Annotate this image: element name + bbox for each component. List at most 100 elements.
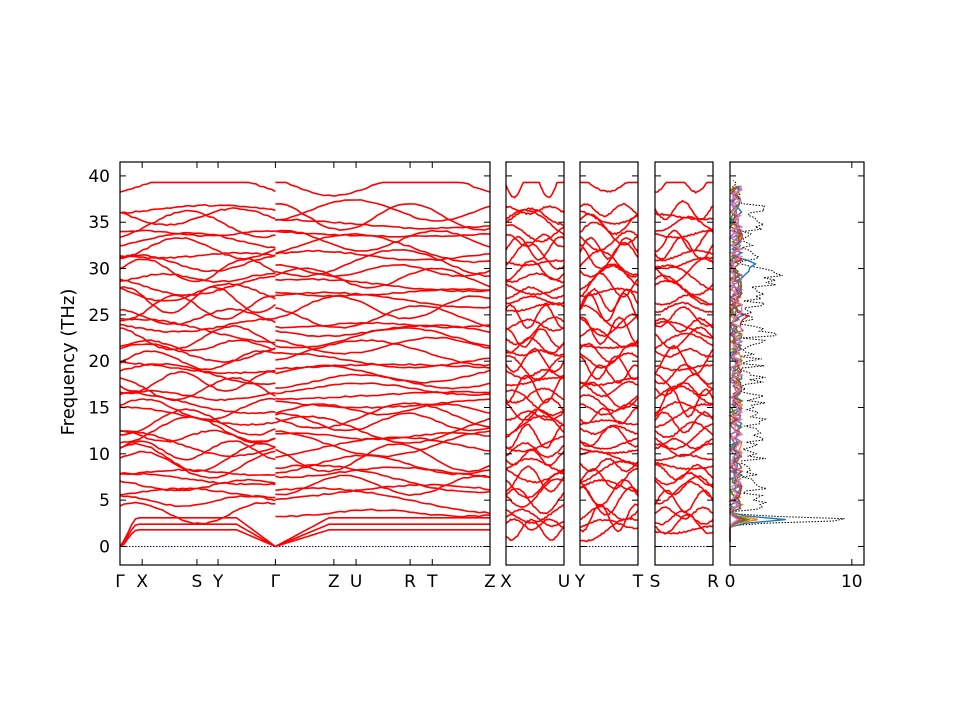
phonon-band-line	[654, 422, 714, 451]
x-tick-label: U	[350, 572, 362, 592]
phonon-band-line	[275, 412, 491, 432]
phonon-band-line	[579, 342, 639, 364]
phonon-band-line	[275, 229, 491, 252]
phonon-band-line	[505, 435, 565, 453]
phonon-band-line	[119, 236, 276, 260]
y-axis-title: Frequency (THz)	[58, 289, 79, 436]
phonon-band-line	[505, 423, 565, 450]
phonon-band-line	[505, 303, 565, 330]
phonon-band-line	[505, 241, 565, 270]
phonon-band-line	[654, 437, 714, 450]
phonon-band-line	[505, 478, 565, 508]
phonon-band-line	[119, 275, 276, 297]
phonon-band-line	[654, 293, 714, 306]
phonon-band-line	[275, 430, 491, 458]
phonon-band-line	[275, 232, 491, 264]
phonon-band-line	[505, 347, 565, 374]
phonon-band-line	[119, 350, 276, 371]
phonon-band-line	[579, 327, 639, 349]
phonon-band-line	[579, 479, 639, 507]
phonon-band-line	[505, 295, 565, 306]
phonon-band-line	[505, 376, 565, 387]
phonon-band-line	[505, 471, 565, 499]
phonon-band-line	[119, 408, 276, 436]
phonon-band-line	[119, 318, 276, 344]
phonon-band-line	[275, 249, 491, 262]
phonon-band-line	[275, 277, 491, 293]
phonon-band-line	[119, 207, 276, 227]
dos-frame	[729, 161, 865, 566]
phonon-band-line	[275, 230, 491, 238]
phonon-band-line	[275, 466, 491, 479]
phonon-band-line	[119, 516, 276, 548]
phonon-band-line	[579, 352, 639, 369]
y-tick-label: 15	[88, 399, 110, 419]
phonon-band-line	[579, 457, 639, 473]
phonon-band-line	[119, 343, 276, 364]
phonon-band-line	[505, 368, 565, 380]
phonon-band-line	[275, 267, 491, 289]
phonon-band-line	[505, 465, 565, 493]
phonon-band-line	[579, 424, 639, 448]
y-tick-label: 25	[88, 306, 110, 326]
phonon-band-line	[275, 528, 490, 548]
phonon-band-line	[654, 228, 714, 239]
phonon-band-line	[579, 450, 638, 465]
dos-panel: 0 10	[725, 161, 865, 592]
phonon-band-line	[275, 199, 491, 222]
phonon-band-line	[275, 398, 491, 409]
phonon-band-line	[119, 478, 276, 492]
phonon-band-line	[275, 363, 491, 370]
phonon-band-line	[579, 264, 639, 291]
total-dos-line	[729, 180, 845, 542]
phonon-band-line	[119, 471, 276, 486]
phonon-band-line	[119, 272, 276, 284]
phonon-band-line	[579, 287, 639, 298]
phonon-band-line	[119, 203, 276, 214]
phonon-band-line	[119, 442, 276, 473]
phonon-band-line	[654, 400, 714, 418]
phonon-band-line	[654, 513, 714, 535]
phonon-band-line	[505, 449, 565, 467]
panel-frame	[579, 161, 639, 566]
x-tick-label: S	[650, 572, 661, 592]
phonon-band-line	[654, 236, 714, 261]
phonon-band-line	[654, 363, 714, 385]
phonon-band-line	[119, 429, 276, 443]
phonon-band-line	[579, 380, 639, 398]
phonon-band-line	[579, 230, 639, 252]
phonon-band-line	[654, 181, 713, 194]
phonon-band-line	[579, 355, 639, 381]
phonon-band-line	[505, 397, 565, 421]
phonon-band-line	[579, 407, 639, 425]
phonon-band-line	[275, 463, 491, 494]
phonon-band-line	[119, 209, 276, 239]
phonon-band-line	[654, 229, 714, 253]
y-tick-label: 10	[88, 445, 110, 465]
phonon-band-line	[275, 486, 491, 515]
phonon-band-line	[505, 327, 565, 349]
partial-dos-line	[728, 185, 744, 542]
phonon-band-line	[119, 450, 276, 479]
phonon-band-line	[579, 447, 638, 455]
phonon-band-line	[505, 260, 565, 282]
phonon-band-line	[119, 523, 276, 548]
phonon-band-line	[654, 332, 714, 350]
phonon-band-line	[275, 218, 490, 230]
phonon-band-line	[579, 304, 639, 330]
phonon-band-line	[119, 294, 276, 321]
phonon-band-line	[505, 441, 565, 459]
phonon-band-line	[119, 362, 276, 386]
phonon-band-line	[275, 336, 491, 355]
phonon-band-line	[275, 248, 491, 278]
phonon-band-line	[275, 390, 491, 401]
phonon-band-line	[119, 487, 276, 499]
phonon-band-line	[119, 370, 276, 393]
phonon-band-line	[506, 223, 565, 243]
x-tick-label: Γ	[115, 572, 125, 592]
phonon-band-line	[119, 405, 276, 427]
x-tick-label: X	[500, 572, 512, 592]
phonon-band-line	[579, 221, 639, 246]
